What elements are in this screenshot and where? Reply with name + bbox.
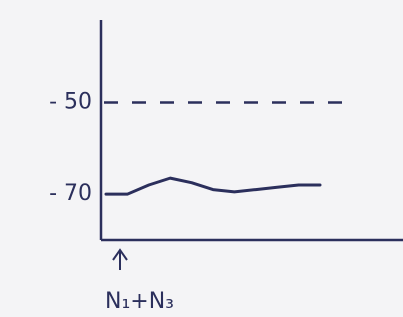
chart: N₁+N₃ - 50 - 70: [0, 0, 403, 317]
trace-line: [106, 178, 320, 194]
page: {"chart_data": {"type": "line", "categor…: [0, 0, 403, 317]
y-tick-label: - 70: [49, 181, 92, 206]
y-tick-label: - 50: [49, 90, 92, 115]
annotation: N₁+N₃: [105, 289, 174, 314]
